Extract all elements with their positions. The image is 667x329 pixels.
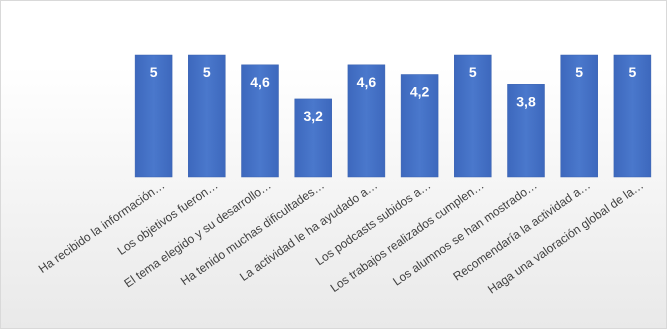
- bar-7: [454, 54, 492, 178]
- bar-value-label-3: 4,6: [250, 74, 270, 90]
- bar-value-label-8: 3,8: [516, 93, 536, 109]
- bar-value-label-7: 5: [469, 64, 477, 80]
- value-labels-layer: 5 5 4,6 3,2 4,6 4,2 5 3,8 5 5: [150, 64, 637, 124]
- bar-8: [507, 84, 545, 178]
- bar-4: [294, 98, 332, 178]
- bar-value-label-9: 5: [575, 64, 583, 80]
- bar-6: [400, 74, 439, 178]
- bar-value-label-5: 4,6: [357, 74, 377, 90]
- bar-9: [560, 54, 598, 178]
- bar-value-label-10: 5: [629, 64, 637, 80]
- bar-value-label-4: 3,2: [303, 108, 323, 124]
- bar-3: [241, 64, 279, 178]
- bar-2: [188, 54, 226, 178]
- bar-value-label-1: 5: [150, 64, 158, 80]
- bars-layer: [134, 54, 652, 178]
- bar-value-label-2: 5: [203, 64, 211, 80]
- bar-1: [134, 54, 173, 178]
- bar-5: [347, 64, 386, 178]
- category-labels-layer: Ha recibido la información…Los objetivos…: [36, 178, 646, 297]
- bar-10: [613, 54, 652, 178]
- bar-value-label-6: 4,2: [410, 84, 430, 100]
